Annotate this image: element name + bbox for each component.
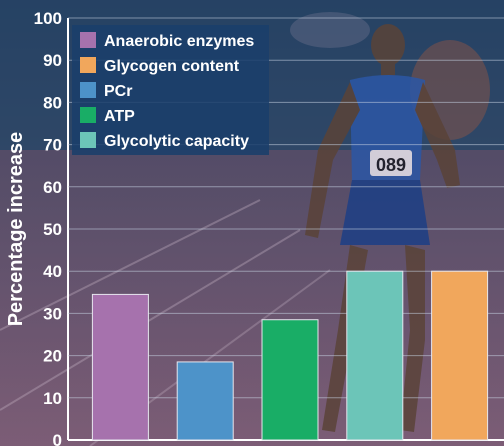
bar-glycogen-content [431, 270, 489, 441]
y-tick-label: 30 [43, 304, 62, 323]
legend-label: Glycolytic capacity [104, 133, 249, 150]
legend-swatch [80, 107, 96, 123]
legend: Anaerobic enzymes Glycogen content PCr ATP G… [72, 25, 269, 155]
bar-anaerobic-enzymes [91, 293, 149, 441]
bar-pcr [176, 361, 234, 441]
y-tick-label: 40 [43, 262, 62, 281]
legend-swatch [80, 32, 96, 48]
y-tick-label: 80 [43, 93, 62, 112]
y-tick-label: 0 [53, 431, 62, 446]
legend-label: Glycogen content [104, 58, 240, 75]
legend-swatch [80, 82, 96, 98]
y-tick-label: 70 [43, 136, 62, 155]
y-tick-label: 60 [43, 178, 62, 197]
legend-label: Anaerobic enzymes [104, 33, 254, 50]
y-tick-label: 100 [34, 9, 62, 28]
y-tick-label: 10 [43, 389, 62, 408]
y-tick-label: 90 [43, 51, 62, 70]
legend-swatch [80, 132, 96, 148]
y-tick-labels: 0 10 20 30 40 50 60 70 80 90 100 [34, 9, 62, 446]
bar-glycolytic-capacity [346, 270, 404, 441]
legend-swatch [80, 57, 96, 73]
y-axis-label: Percentage increase [5, 132, 27, 327]
svg-text:089: 089 [376, 155, 406, 175]
bar-atp [261, 319, 319, 441]
y-tick-label: 50 [43, 220, 62, 239]
legend-label: PCr [104, 83, 132, 100]
y-tick-label: 20 [43, 347, 62, 366]
bars [91, 270, 489, 441]
legend-label: ATP [104, 108, 135, 125]
